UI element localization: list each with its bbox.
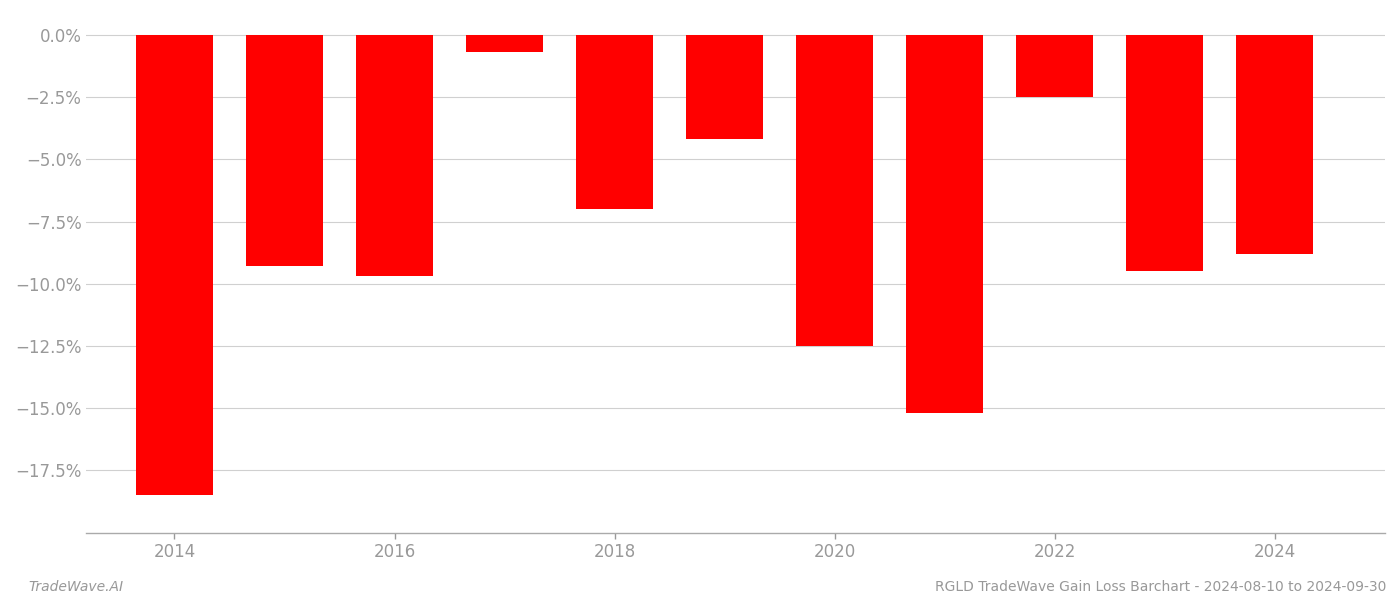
Bar: [356, 35, 433, 276]
Text: TradeWave.AI: TradeWave.AI: [28, 580, 123, 594]
Bar: [686, 35, 763, 139]
Bar: [797, 35, 874, 346]
Bar: [246, 35, 323, 266]
Bar: [1016, 35, 1093, 97]
Bar: [1236, 35, 1313, 254]
Bar: [136, 35, 213, 495]
Bar: [466, 35, 543, 52]
Bar: [1127, 35, 1204, 271]
Text: RGLD TradeWave Gain Loss Barchart - 2024-08-10 to 2024-09-30: RGLD TradeWave Gain Loss Barchart - 2024…: [935, 580, 1386, 594]
Bar: [906, 35, 983, 413]
Bar: [577, 35, 654, 209]
